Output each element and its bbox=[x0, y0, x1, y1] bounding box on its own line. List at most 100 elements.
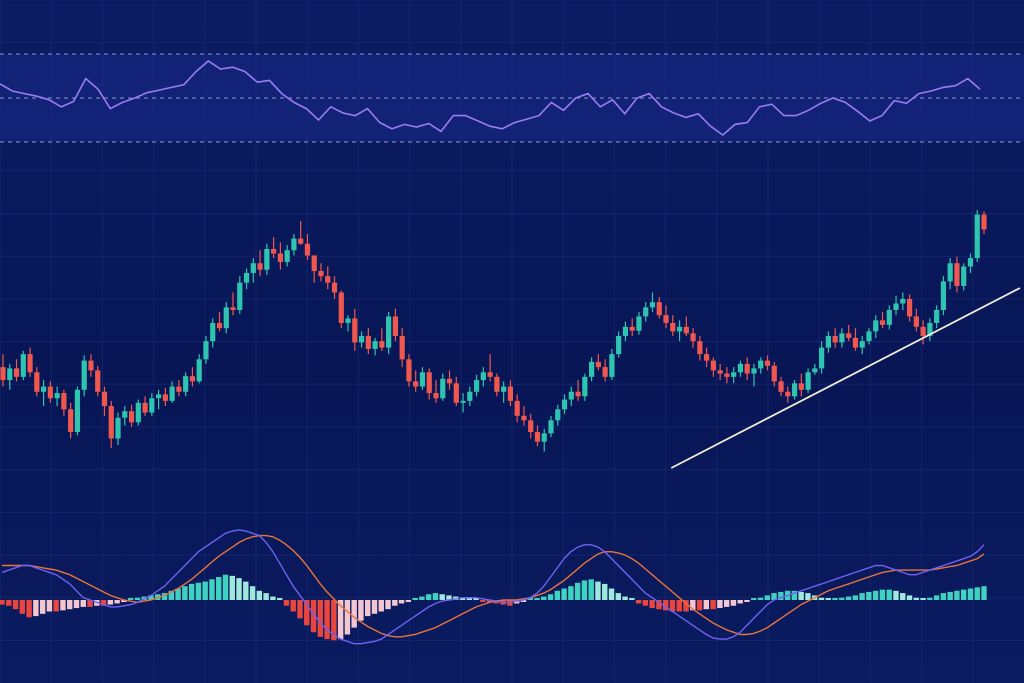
candle bbox=[284, 245, 290, 267]
candle bbox=[162, 387, 168, 407]
macd-histogram-bar bbox=[67, 600, 73, 610]
candle-body bbox=[616, 335, 622, 355]
candle bbox=[575, 380, 581, 401]
candle-body bbox=[304, 243, 311, 256]
macd-histogram-bar bbox=[649, 600, 655, 609]
candle bbox=[643, 302, 649, 322]
candle-body bbox=[676, 326, 683, 332]
macd-histogram-bar bbox=[527, 598, 533, 600]
candle-body bbox=[460, 400, 466, 403]
candle-body bbox=[61, 393, 67, 410]
candle bbox=[947, 258, 953, 290]
candle bbox=[778, 376, 784, 397]
candle bbox=[568, 386, 574, 407]
candle-body bbox=[189, 376, 196, 382]
macd-histogram-bar bbox=[337, 600, 344, 640]
candle bbox=[541, 428, 547, 452]
candle-body bbox=[399, 335, 405, 360]
candle bbox=[839, 328, 845, 348]
macd-histogram-bar bbox=[263, 593, 269, 600]
candle bbox=[264, 243, 270, 275]
candle-body bbox=[785, 391, 791, 397]
candle-body bbox=[480, 372, 486, 381]
candle-body bbox=[34, 372, 40, 392]
candle bbox=[967, 253, 974, 273]
macd-histogram-bar bbox=[6, 600, 12, 606]
candle bbox=[785, 386, 791, 403]
candle-body bbox=[589, 361, 595, 377]
candle bbox=[203, 335, 209, 364]
candle-body bbox=[311, 255, 317, 272]
candle-body bbox=[859, 341, 865, 348]
rsi-guide-lines bbox=[0, 53, 1024, 143]
candle-body bbox=[528, 420, 534, 433]
macd-histogram-bar bbox=[960, 589, 967, 600]
trendline[interactable] bbox=[670, 287, 1021, 469]
macd-histogram-bar bbox=[717, 600, 723, 609]
macd-histogram-bar bbox=[473, 598, 479, 600]
candle bbox=[886, 305, 892, 330]
candle-body bbox=[609, 354, 615, 377]
macd-histogram-bar bbox=[385, 600, 391, 610]
candle-body bbox=[88, 360, 94, 371]
macd-histogram-bar bbox=[954, 590, 960, 600]
candle bbox=[467, 386, 473, 407]
macd-histogram-bar bbox=[114, 600, 120, 604]
candle bbox=[406, 354, 412, 387]
candle-body bbox=[629, 326, 635, 331]
candle bbox=[74, 386, 81, 436]
candle bbox=[115, 412, 121, 445]
candle bbox=[622, 321, 629, 342]
candle bbox=[0, 354, 6, 387]
candle bbox=[528, 413, 534, 439]
candle-body bbox=[879, 320, 886, 325]
candle bbox=[595, 354, 601, 371]
candle-body bbox=[298, 238, 304, 244]
macd-histogram-bar bbox=[541, 596, 547, 600]
candle bbox=[616, 331, 622, 358]
candle bbox=[386, 311, 392, 355]
candle bbox=[913, 308, 919, 332]
candle-body bbox=[852, 337, 859, 348]
candle bbox=[473, 374, 480, 397]
candle-body bbox=[467, 391, 473, 401]
candle bbox=[954, 256, 960, 293]
candle-body bbox=[128, 411, 135, 423]
candle-body bbox=[913, 316, 919, 327]
candle-body bbox=[176, 386, 182, 392]
candle-body bbox=[873, 320, 879, 332]
candle bbox=[514, 394, 520, 423]
candle bbox=[487, 354, 493, 382]
candle-body bbox=[927, 322, 933, 336]
macd-histogram-bar bbox=[927, 597, 933, 600]
candle bbox=[893, 295, 899, 316]
candle-body bbox=[196, 359, 202, 382]
candle bbox=[426, 368, 432, 400]
candle bbox=[791, 380, 798, 400]
candle bbox=[663, 305, 669, 329]
candle-body bbox=[751, 368, 757, 374]
macd-histogram-bar bbox=[480, 600, 486, 602]
macd-histogram-bar bbox=[866, 591, 872, 600]
macd-histogram-bar bbox=[561, 588, 567, 600]
candle bbox=[399, 328, 405, 368]
candle bbox=[582, 373, 588, 401]
macd-histogram-bar bbox=[60, 600, 66, 611]
macd-histogram-bar bbox=[974, 587, 980, 600]
macd-histogram-bar bbox=[730, 600, 737, 606]
candle bbox=[731, 367, 737, 384]
macd-histogram-bar bbox=[900, 593, 906, 600]
candle bbox=[744, 357, 750, 381]
macd-histogram-bar bbox=[574, 582, 581, 600]
candle-body bbox=[737, 363, 744, 373]
candle-body bbox=[649, 302, 656, 308]
macd-histogram-bar bbox=[534, 598, 540, 600]
candle-body bbox=[832, 335, 838, 343]
candle-body bbox=[352, 318, 358, 343]
candle-body bbox=[74, 389, 81, 433]
candle bbox=[460, 393, 466, 413]
candle-body bbox=[13, 368, 20, 377]
candle-body bbox=[210, 322, 216, 342]
candle-body bbox=[358, 335, 365, 343]
